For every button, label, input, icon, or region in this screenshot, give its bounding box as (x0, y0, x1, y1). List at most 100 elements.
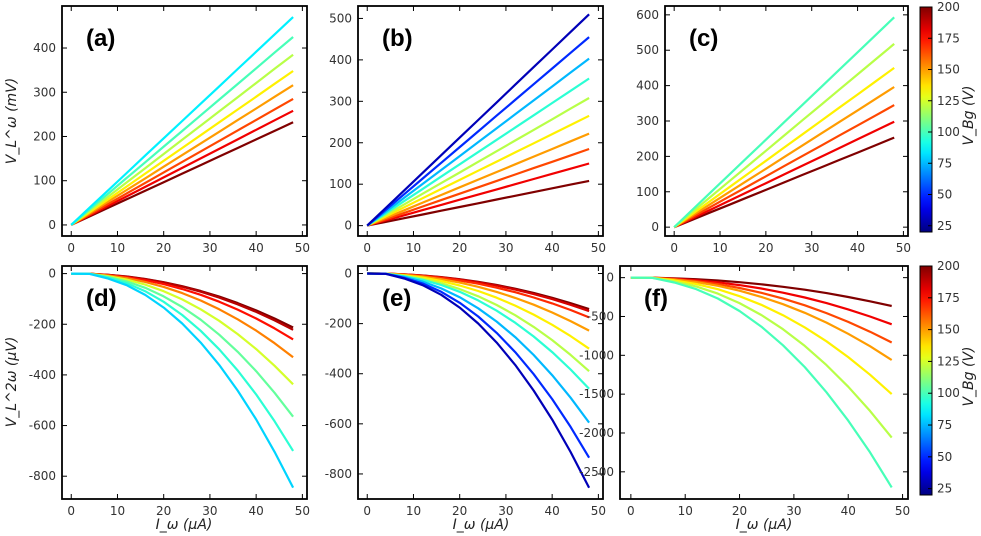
panel-label: (d) (86, 285, 117, 312)
panel-label: (e) (382, 285, 411, 312)
axes-frame (61, 265, 308, 500)
y-tick-label: 400 (33, 41, 56, 55)
x-tick-label: 40 (545, 504, 560, 518)
series-line-95 (366, 77, 590, 227)
colorbar-tick-label: 75 (937, 156, 952, 170)
y-tick-label: -200 (29, 317, 56, 331)
colorbar-tick-label: 125 (937, 354, 960, 368)
colorbar-label: V_Bg (V) (961, 85, 977, 145)
series-line-150 (630, 276, 893, 361)
series-line-150 (366, 132, 590, 227)
y-tick-label: -1500 (579, 387, 614, 401)
colorbar-tick-label: 25 (937, 482, 952, 496)
series-line-200 (70, 121, 294, 226)
x-tick-label: 0 (67, 241, 75, 255)
colorbar-tick-label: 50 (937, 450, 952, 464)
x-tick-label: 0 (627, 504, 635, 518)
y-tick-label: 200 (636, 149, 659, 163)
x-tick-label: 10 (678, 504, 693, 518)
y-tick-label: -800 (29, 469, 56, 483)
y-tick-label: -200 (325, 317, 352, 331)
colorbar-label: V_Bg (V) (961, 346, 977, 406)
x-tick-label: 50 (591, 504, 606, 518)
colorbar-tick-label: 50 (937, 188, 952, 202)
x-tick-label: 20 (452, 241, 467, 255)
series-line-120 (70, 53, 294, 226)
series-line-165 (70, 97, 294, 226)
y-tick-label: -800 (325, 467, 352, 481)
series-line-165 (673, 104, 895, 229)
series-line-150 (673, 86, 895, 229)
y-tick-label: -600 (325, 417, 352, 431)
y-tick-label: -2500 (579, 465, 614, 479)
x-tick-label: 20 (758, 241, 773, 255)
series-line-85 (70, 16, 294, 226)
colorbar-tick-label: 125 (937, 94, 960, 108)
series-line-180 (70, 109, 294, 226)
x-axis-label: I_ω (μA) (736, 517, 793, 533)
x-tick-label: 50 (591, 241, 606, 255)
x-tick-label: 20 (452, 504, 467, 518)
panel-a: 0 10 20 30 40 50 0 100 200 300 400 (a) (33, 5, 310, 255)
colorbar-tick-label: 25 (937, 219, 952, 233)
panel-f: 0 10 20 30 40 50 0 -500 -1000 -1500 -2000 -2500 (f) (579, 265, 910, 518)
x-tick-label: 30 (498, 241, 513, 255)
series-line-180 (366, 162, 590, 227)
x-tick-label: 0 (363, 241, 371, 255)
y-tick-label: 0 (651, 220, 659, 234)
y-tick-label: 600 (636, 8, 659, 22)
x-tick-label: 10 (110, 241, 125, 255)
colorbar-gradient (919, 6, 933, 233)
x-tick-label: 0 (670, 241, 678, 255)
y-tick-label: 500 (329, 11, 352, 25)
x-tick-label: 30 (202, 241, 217, 255)
x-axis-labels: I_ω (μA) I_ω (μA) I_ω (μA) (156, 517, 793, 533)
series-line-200 (366, 179, 590, 227)
series-line-30 (366, 13, 590, 227)
panel-label: (f) (644, 285, 668, 312)
y-tick-label: 200 (33, 129, 56, 143)
x-tick-label: 40 (841, 504, 856, 518)
series-line-30 (367, 272, 591, 489)
y-tick-label: -600 (29, 419, 56, 433)
y-tick-label: 300 (329, 94, 352, 108)
y-tick-label: 400 (329, 53, 352, 67)
series-line-135 (70, 70, 294, 226)
y-tick-label: -500 (587, 309, 614, 323)
x-tick-label: 50 (295, 241, 310, 255)
colorbar-tick-label: 150 (937, 323, 960, 337)
x-tick-label: 40 (249, 504, 264, 518)
panel-d: 0 10 20 30 40 50 0 -200 -400 -600 -800 (d) (29, 265, 310, 518)
x-tick-label: 20 (156, 504, 171, 518)
colorbar-tick-label: 200 (937, 0, 960, 14)
y-axis-label: V_L^ω (mV) (4, 78, 20, 164)
y-tick-label: 0 (48, 218, 56, 232)
series-line-135 (673, 67, 895, 229)
y-tick-label: -2000 (579, 426, 614, 440)
series-line-180 (673, 120, 895, 229)
series-line-135 (366, 114, 590, 227)
panel-label: (b) (382, 25, 413, 52)
x-tick-label: 20 (156, 241, 171, 255)
y-tick-label: 0 (606, 271, 614, 285)
series-line-100 (673, 16, 895, 228)
colorbars: 25 50 75 100 125 150 175 200 V_Bg (V) 25 50 75 100 12… (919, 0, 977, 496)
colorbar-tick-label: 100 (937, 125, 960, 139)
x-tick-label: 0 (67, 504, 75, 518)
colorbar-1: 25 50 75 100 125 150 175 200 V_Bg (V) (919, 0, 977, 233)
x-tick-label: 30 (786, 504, 801, 518)
y-tick-label: 300 (636, 114, 659, 128)
y-tick-label: 100 (636, 185, 659, 199)
colorbar-tick-label: 175 (937, 291, 960, 305)
x-tick-label: 20 (732, 504, 747, 518)
y-tick-label: -400 (325, 367, 352, 381)
y-axis-labels: V_L^ω (mV) V_L^2ω (μV) (4, 78, 20, 428)
x-tick-label: 0 (363, 504, 371, 518)
series-line-100 (630, 276, 893, 488)
x-tick-label: 30 (498, 504, 513, 518)
y-tick-label: -1000 (579, 348, 614, 362)
x-tick-label: 40 (850, 241, 865, 255)
x-tick-label: 30 (804, 241, 819, 255)
